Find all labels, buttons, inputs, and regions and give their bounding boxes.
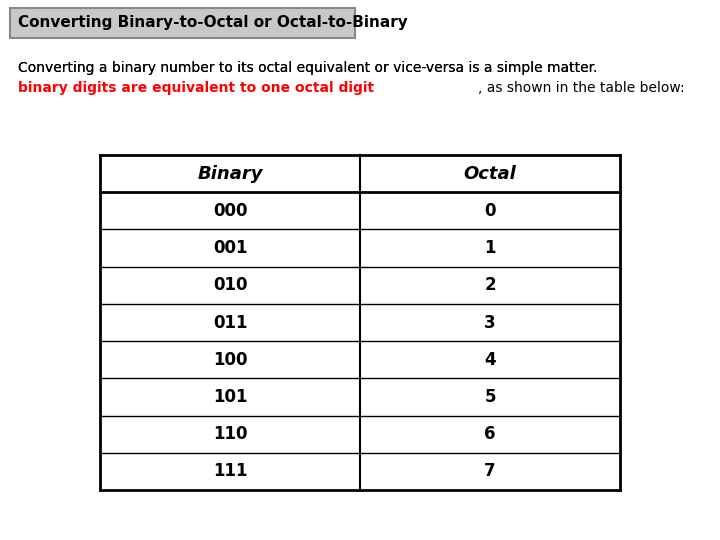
Text: Octal: Octal	[464, 165, 516, 183]
Text: Binary: Binary	[197, 165, 263, 183]
Text: 3: 3	[484, 314, 496, 332]
Text: 001: 001	[212, 239, 247, 257]
Text: 0: 0	[485, 202, 496, 220]
Text: 100: 100	[212, 350, 247, 369]
Text: 101: 101	[212, 388, 247, 406]
Text: , as shown in the table below:: , as shown in the table below:	[477, 81, 684, 95]
Text: 1: 1	[485, 239, 496, 257]
Text: Converting a binary number to its octal equivalent or vice-versa is a simple mat: Converting a binary number to its octal …	[18, 61, 602, 75]
Text: 6: 6	[485, 425, 496, 443]
Text: 111: 111	[212, 462, 247, 481]
Text: binary digits are equivalent to one octal digit: binary digits are equivalent to one octa…	[18, 81, 374, 95]
FancyBboxPatch shape	[10, 8, 355, 38]
Text: 2: 2	[484, 276, 496, 294]
Text: 011: 011	[212, 314, 247, 332]
Text: Converting a binary number to its octal equivalent or vice-versa is a simple mat: Converting a binary number to its octal …	[18, 61, 602, 75]
Text: 110: 110	[212, 425, 247, 443]
Text: 010: 010	[212, 276, 247, 294]
Text: Converting Binary-to-Octal or Octal-to-Binary: Converting Binary-to-Octal or Octal-to-B…	[18, 16, 408, 30]
Text: 7: 7	[484, 462, 496, 481]
Text: 5: 5	[485, 388, 496, 406]
Text: 000: 000	[212, 202, 247, 220]
Text: 4: 4	[484, 350, 496, 369]
